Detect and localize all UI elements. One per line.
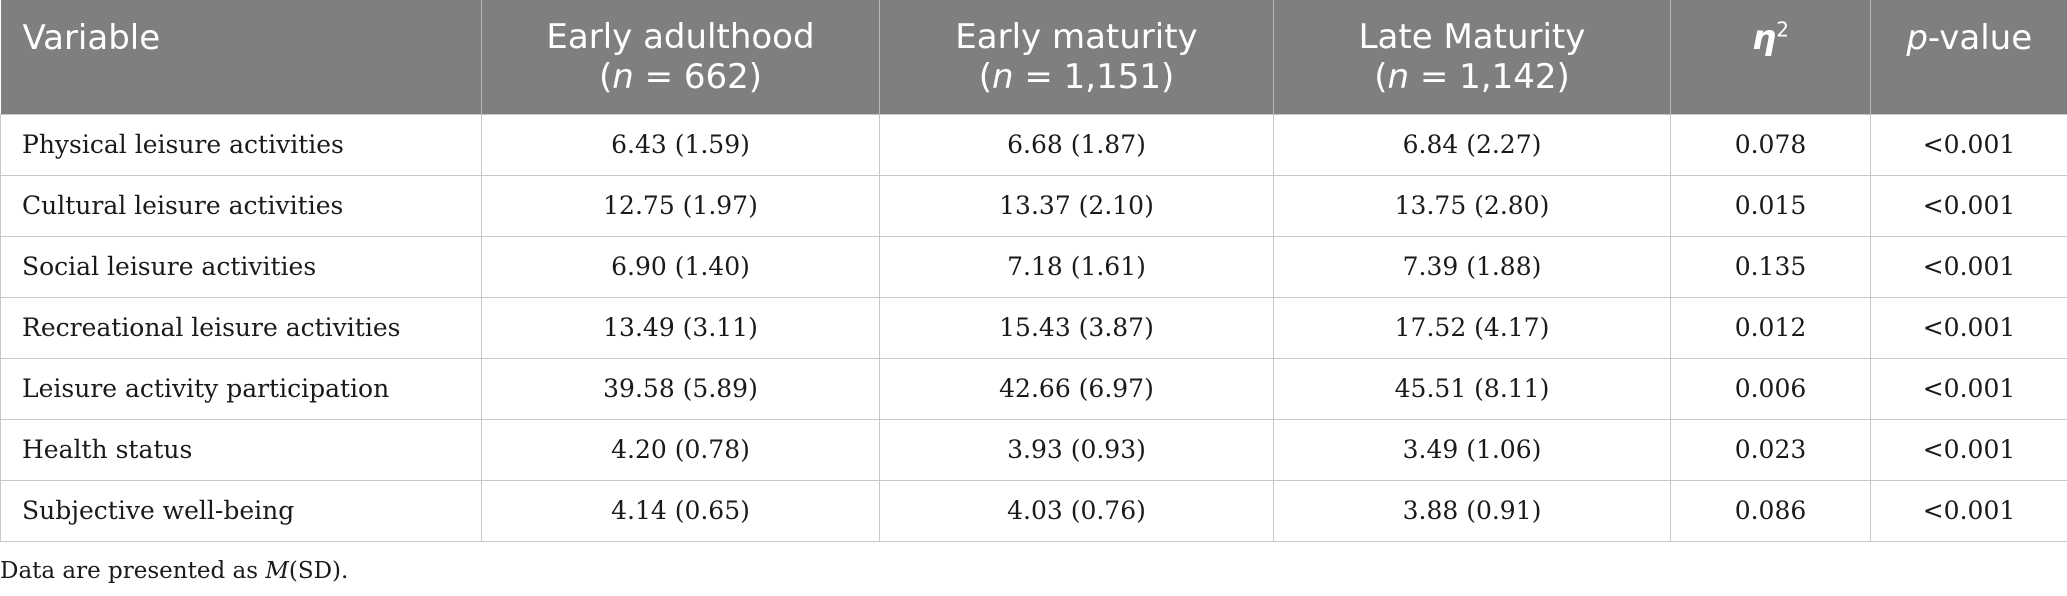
group-name: Early adulthood xyxy=(546,16,815,57)
footnote-suffix: (SD). xyxy=(288,558,349,584)
cell-early-adulthood: 6.90 (1.40) xyxy=(481,235,880,297)
footnote-m: M xyxy=(265,558,289,584)
group-n-prefix: ( xyxy=(978,56,992,97)
cell-p-value: <0.001 xyxy=(1870,479,2067,542)
cell-early-adulthood: 4.14 (0.65) xyxy=(481,479,880,542)
cell-early-maturity: 6.68 (1.87) xyxy=(879,113,1274,175)
header-early-maturity: Early maturity (n = 1,151) xyxy=(879,0,1274,114)
header-late-maturity: Late Maturity (n = 1,142) xyxy=(1273,0,1671,114)
cell-eta2: 0.086 xyxy=(1670,479,1871,542)
group-n-var: n xyxy=(1387,56,1410,97)
cell-early-maturity: 7.18 (1.61) xyxy=(879,235,1274,297)
p-suffix: -value xyxy=(1927,18,2033,58)
group-n-var: n xyxy=(992,56,1014,97)
table-footnote: Data are presented as M(SD). xyxy=(0,558,348,584)
cell-eta2: 0.015 xyxy=(1670,174,1871,236)
cell-late-maturity: 3.49 (1.06) xyxy=(1273,418,1671,480)
cell-variable: Health status xyxy=(0,418,482,480)
cell-eta2: 0.023 xyxy=(1670,418,1871,480)
cell-p-value: <0.001 xyxy=(1870,174,2067,236)
cell-variable: Subjective well-being xyxy=(0,479,482,542)
group-n-value: = 1,142) xyxy=(1409,56,1570,97)
cell-early-adulthood: 39.58 (5.89) xyxy=(481,357,880,419)
cell-eta2: 0.006 xyxy=(1670,357,1871,419)
cell-variable: Cultural leisure activities xyxy=(0,174,482,236)
group-name: Early maturity xyxy=(955,16,1198,57)
group-n-value: = 1,151) xyxy=(1013,56,1175,97)
table-row: Recreational leisure activities 13.49 (3… xyxy=(0,296,2067,358)
cell-late-maturity: 7.39 (1.88) xyxy=(1273,235,1671,297)
header-variable: Variable xyxy=(0,0,482,114)
group-n-prefix: ( xyxy=(1374,56,1388,97)
cell-early-maturity: 15.43 (3.87) xyxy=(879,296,1274,358)
cell-eta2: 0.078 xyxy=(1670,113,1871,175)
group-name: Late Maturity xyxy=(1358,16,1586,57)
header-p-value: p-value xyxy=(1870,0,2067,114)
cell-variable: Recreational leisure activities xyxy=(0,296,482,358)
header-row: Variable Early adulthood (n = 662) Early… xyxy=(0,0,2067,114)
p-var: p xyxy=(1906,18,1928,58)
cell-p-value: <0.001 xyxy=(1870,418,2067,480)
table-row: Subjective well-being 4.14 (0.65) 4.03 (… xyxy=(0,479,2067,542)
cell-early-maturity: 13.37 (2.10) xyxy=(879,174,1274,236)
cell-late-maturity: 13.75 (2.80) xyxy=(1273,174,1671,236)
cell-eta2: 0.135 xyxy=(1670,235,1871,297)
table-row: Cultural leisure activities 12.75 (1.97)… xyxy=(0,174,2067,236)
cell-early-adulthood: 12.75 (1.97) xyxy=(481,174,880,236)
group-n-prefix: ( xyxy=(598,56,613,97)
cell-early-maturity: 3.93 (0.93) xyxy=(879,418,1274,480)
header-eta-squared: η2 xyxy=(1670,0,1871,114)
table-container: Variable Early adulthood (n = 662) Early… xyxy=(0,0,2067,542)
cell-late-maturity: 45.51 (8.11) xyxy=(1273,357,1671,419)
table-row: Social leisure activities 6.90 (1.40) 7.… xyxy=(0,235,2067,297)
cell-p-value: <0.001 xyxy=(1870,235,2067,297)
cell-late-maturity: 3.88 (0.91) xyxy=(1273,479,1671,542)
cell-late-maturity: 6.84 (2.27) xyxy=(1273,113,1671,175)
eta-exponent: 2 xyxy=(1776,17,1789,42)
table-row: Leisure activity participation 39.58 (5.… xyxy=(0,357,2067,419)
header-early-adulthood: Early adulthood (n = 662) xyxy=(481,0,880,114)
eta-symbol: η xyxy=(1752,18,1777,58)
cell-early-adulthood: 6.43 (1.59) xyxy=(481,113,880,175)
cell-eta2: 0.012 xyxy=(1670,296,1871,358)
cell-early-adulthood: 4.20 (0.78) xyxy=(481,418,880,480)
table-row: Physical leisure activities 6.43 (1.59) … xyxy=(0,113,2067,175)
table-row: Health status 4.20 (0.78) 3.93 (0.93) 3.… xyxy=(0,418,2067,480)
group-n-value: = 662) xyxy=(633,56,763,97)
cell-variable: Social leisure activities xyxy=(0,235,482,297)
leisure-table: Variable Early adulthood (n = 662) Early… xyxy=(0,0,2067,542)
cell-early-adulthood: 13.49 (3.11) xyxy=(481,296,880,358)
cell-p-value: <0.001 xyxy=(1870,296,2067,358)
cell-early-maturity: 42.66 (6.97) xyxy=(879,357,1274,419)
cell-early-maturity: 4.03 (0.76) xyxy=(879,479,1274,542)
group-n-var: n xyxy=(612,56,634,97)
cell-variable: Leisure activity participation xyxy=(0,357,482,419)
cell-p-value: <0.001 xyxy=(1870,357,2067,419)
footnote-prefix: Data are presented as xyxy=(0,558,266,584)
cell-variable: Physical leisure activities xyxy=(0,113,482,175)
cell-late-maturity: 17.52 (4.17) xyxy=(1273,296,1671,358)
cell-p-value: <0.001 xyxy=(1870,113,2067,175)
